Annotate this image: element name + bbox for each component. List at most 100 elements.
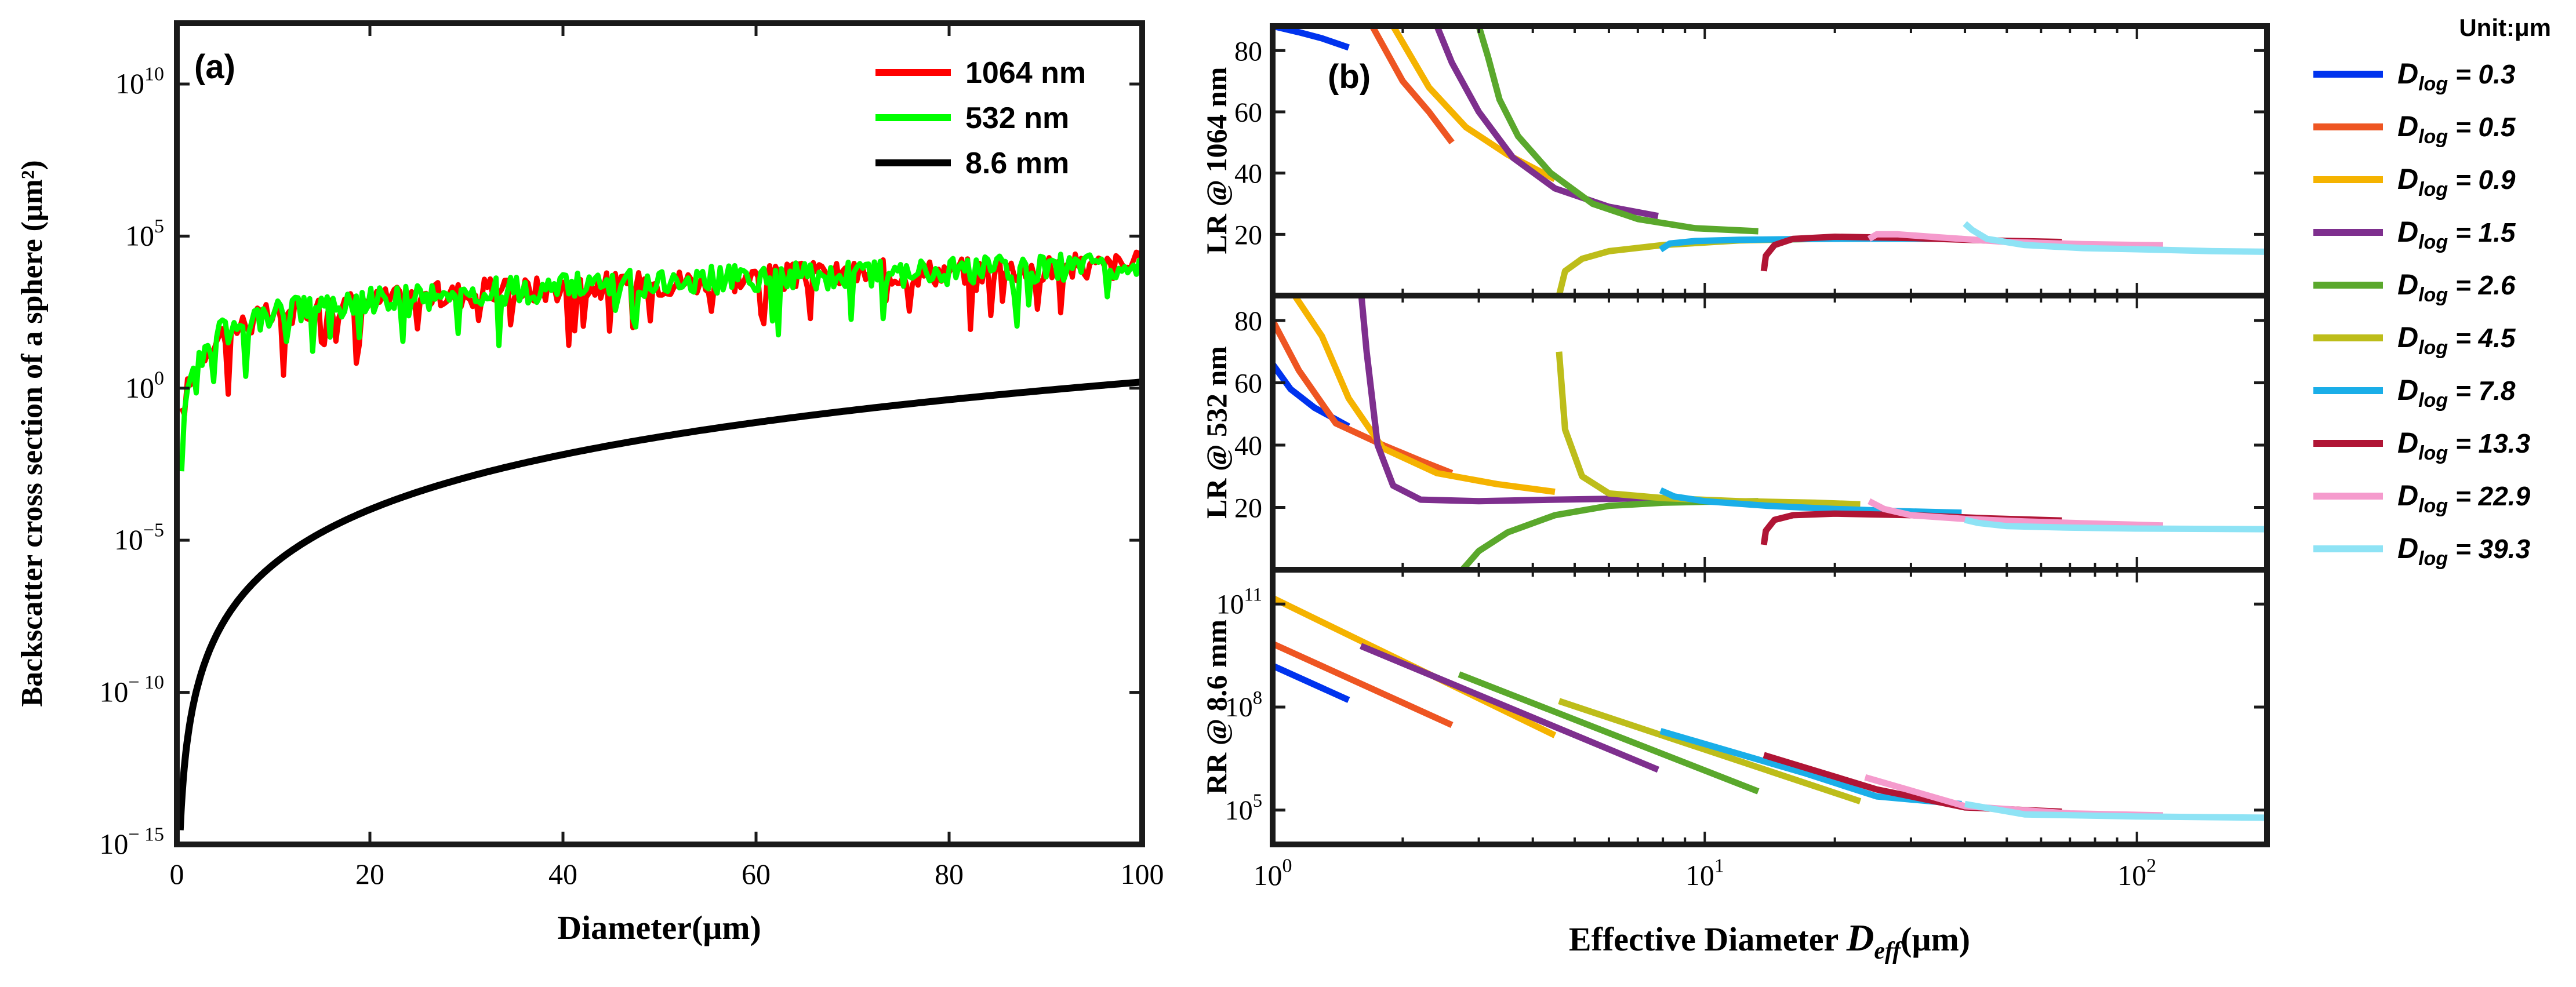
legend-label-value-3: = 1.5 bbox=[2448, 217, 2516, 247]
subplot-rr86-y-tick-label-1: 108 bbox=[1225, 687, 1262, 723]
panel-a-y-tick-label-1-exp: − 10 bbox=[128, 672, 164, 693]
subplot-rr86-y-tick-label-0-exp: 5 bbox=[1253, 791, 1262, 811]
legend-label-symbol-6: D bbox=[2397, 374, 2418, 406]
legend-label-symbol-4: D bbox=[2397, 268, 2418, 301]
legend-label-d-log-2-6: Dlog = 2.6 bbox=[2397, 268, 2516, 306]
subplot-lr1064-y-axis-label: LR @ 1064 nm bbox=[1200, 67, 1233, 254]
subplot-rr86-series-d-log-4-5 bbox=[1558, 698, 1862, 804]
panel-a-x-tick-label-2: 40 bbox=[548, 858, 577, 890]
panel-b-x-tick-label-1: 101 bbox=[1685, 855, 1724, 892]
legend-label-d-log-0-5: Dlog = 0.5 bbox=[2397, 110, 2516, 148]
legend-title: Unit:μm bbox=[2459, 14, 2551, 41]
legend-label-d-log-0-9: Dlog = 0.9 bbox=[2397, 163, 2516, 201]
legend-label-d-log-13-3: Dlog = 13.3 bbox=[2397, 427, 2530, 464]
subplot-rr86-y-tick-label-0: 105 bbox=[1225, 791, 1262, 826]
subplot-rr86-y-tick-label-2-exp: 11 bbox=[1244, 585, 1262, 606]
subplot-rr86-series-d-log-0-5 bbox=[1273, 640, 1454, 729]
panel-a-y-tick-label-1-base: 10 bbox=[99, 676, 128, 708]
panel-b-x-tick-label-0-exp: 0 bbox=[1282, 855, 1292, 877]
subplot-lr532-y-tick-label-1: 40 bbox=[1234, 431, 1262, 461]
panel-a-y-tick-label-4-base: 10 bbox=[125, 219, 154, 252]
legend-label-sub-9: log bbox=[2418, 548, 2448, 570]
legend-label-value-8: = 22.9 bbox=[2448, 481, 2530, 511]
subplot-lr532-series-d-log-1-5 bbox=[1358, 296, 1658, 505]
panel-a-y-tick-label-5: 1010 bbox=[115, 63, 164, 100]
panel-a-y-tick-label-0-base: 10 bbox=[99, 828, 128, 860]
panel-a-x-tick-label-3: 60 bbox=[742, 858, 771, 890]
subplot-lr1064-y-tick-label-0: 20 bbox=[1234, 220, 1262, 250]
panel-a-y-tick-label-2-base: 10 bbox=[114, 523, 143, 556]
subplot-rr86-series-d-log-1-5 bbox=[1359, 643, 1660, 773]
subplot-rr86-series-d-log-2-6 bbox=[1458, 671, 1760, 795]
legend-label-value-5: = 4.5 bbox=[2448, 323, 2516, 353]
legend-label-sub-6: log bbox=[2418, 389, 2448, 411]
subplot-lr532-series-d-log-4-5 bbox=[1556, 351, 1861, 508]
subplot-lr1064-series-d-log-1-5 bbox=[1434, 26, 1659, 220]
subplot-lr532-lines bbox=[1273, 296, 2267, 570]
subplot-lr1064-series-d-log-22-9 bbox=[1867, 231, 2163, 249]
legend-label-sub-1: log bbox=[2418, 126, 2448, 148]
subplot-lr1064-series-d-log-0-5 bbox=[1369, 26, 1455, 145]
panel-a-legend-label-1064-nm: 1064 nm bbox=[965, 56, 1086, 90]
legend-label-symbol-3: D bbox=[2397, 216, 2418, 248]
panel-a-y-tick-label-1: 10− 10 bbox=[99, 672, 164, 708]
legend-label-symbol-0: D bbox=[2397, 57, 2418, 90]
panel-a-y-tick-label-3-exp: 0 bbox=[154, 367, 164, 389]
subplot-rr86-y-tick-label-2: 1011 bbox=[1216, 585, 1262, 620]
subplot-lr532-series-d-log-22-9 bbox=[1867, 498, 2164, 529]
legend-label-d-log-4-5: Dlog = 4.5 bbox=[2397, 321, 2516, 359]
subplot-rr86-lines bbox=[1273, 595, 2267, 821]
legend-label-d-log-0-3: Dlog = 0.3 bbox=[2397, 57, 2516, 95]
panel-a-y-tick-label-3-base: 10 bbox=[125, 372, 154, 404]
subplot-lr532-y-tick-label-2: 60 bbox=[1234, 369, 1262, 399]
panel-a-x-tick-label-5: 100 bbox=[1121, 858, 1164, 890]
subplot-lr1064-y-tick-label-2: 60 bbox=[1234, 97, 1262, 128]
panel-b-x-tick-label-1-exp: 1 bbox=[1714, 855, 1724, 877]
panel-a-legend-label-532-nm: 532 nm bbox=[965, 101, 1069, 135]
panel-b-label: (b) bbox=[1328, 58, 1371, 96]
panel-b-x-tick-label-2-exp: 2 bbox=[2146, 855, 2156, 877]
legend-label-sub-2: log bbox=[2418, 179, 2448, 201]
legend-label-value-7: = 13.3 bbox=[2448, 428, 2530, 458]
legend-label-d-log-22-9: Dlog = 22.9 bbox=[2397, 479, 2530, 517]
panel-a-label: (a) bbox=[194, 48, 235, 86]
legend-label-symbol-8: D bbox=[2397, 479, 2418, 512]
panel-a-y-tick-label-5-exp: 10 bbox=[144, 63, 164, 85]
legend-label-sub-8: log bbox=[2418, 495, 2448, 517]
panel-a-x-tick-label-1: 20 bbox=[355, 858, 384, 890]
panel-a-legend: 1064 nm 532 nm 8.6 mm bbox=[875, 56, 1086, 180]
legend-label-value-2: = 0.9 bbox=[2448, 165, 2516, 195]
panel-a-y-tick-label-4-exp: 5 bbox=[154, 216, 164, 237]
subplot-lr532-series-d-log-39-3 bbox=[1964, 516, 2267, 533]
legend-label-d-log-39-3: Dlog = 39.3 bbox=[2397, 532, 2530, 570]
panel-b-lines bbox=[1273, 26, 2267, 821]
subplot-rr86-y-axis-label: RR @ 8.6 mm bbox=[1200, 620, 1233, 795]
panel-a-x-axis-label: Diameter(μm) bbox=[557, 909, 761, 946]
subplot-lr532-series-d-log-2-6 bbox=[1460, 498, 1758, 570]
legend-label-sub-3: log bbox=[2418, 231, 2448, 253]
subplot-lr532-y-tick-label-3: 80 bbox=[1234, 306, 1262, 337]
panel-b-x-axis-label-sub: eff bbox=[1874, 938, 1903, 964]
panel-b-x-tick-label-1-base: 10 bbox=[1685, 859, 1714, 891]
panel-b-y-axis-labels: LR @ 1064 nm LR @ 532 nm RR @ 8.6 mm bbox=[1200, 67, 1233, 795]
legend-label-value-9: = 39.3 bbox=[2448, 534, 2530, 564]
panel-a-lines bbox=[176, 249, 1145, 832]
panel-b-frame bbox=[1270, 23, 2270, 847]
panel-b-x-axis-label: Effective Diameter Deff(μm) bbox=[1569, 917, 1970, 964]
panel-a-y-axis-label-text: Backscatter cross section of a sphere (μ… bbox=[16, 160, 49, 706]
legend-label-value-1: = 0.5 bbox=[2448, 112, 2516, 142]
subplot-rr86-series-d-log-0-3 bbox=[1273, 662, 1350, 703]
panel-a-series-8-6-mm bbox=[176, 378, 1143, 832]
panel-a-y-tick-label-5-base: 10 bbox=[115, 67, 144, 100]
subplot-lr1064-series-d-log-39-3 bbox=[1963, 221, 2267, 255]
subplot-rr86-y-tick-label-0-base: 10 bbox=[1225, 795, 1253, 826]
panel-a-x-tick-label-4: 80 bbox=[935, 858, 964, 890]
legend-label-sub-0: log bbox=[2418, 73, 2448, 95]
legend-label-sub-7: log bbox=[2418, 442, 2448, 464]
subplot-lr532-series-d-log-0-9 bbox=[1291, 296, 1556, 496]
legend-label-d-log-1-5: Dlog = 1.5 bbox=[2397, 216, 2516, 253]
